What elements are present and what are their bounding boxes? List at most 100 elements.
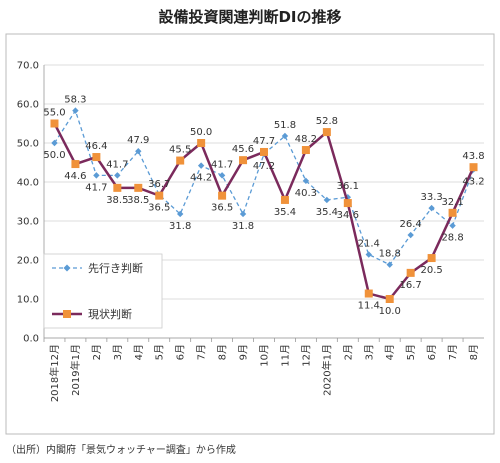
data-label-forecast: 58.3	[64, 95, 86, 106]
data-label-current: 43.8	[462, 151, 484, 162]
data-label-forecast: 18.8	[379, 249, 401, 260]
point-current	[427, 254, 436, 263]
point-current	[301, 146, 310, 155]
data-label-current: 44.6	[64, 171, 86, 182]
data-label-current: 38.5	[106, 195, 128, 206]
point-forecast	[386, 261, 393, 268]
point-forecast	[135, 147, 142, 155]
x-tick-label: 5月	[405, 344, 417, 360]
legend-marker-forecast	[63, 264, 71, 272]
point-current	[239, 156, 248, 165]
point-forecast	[239, 210, 247, 218]
data-label-current: 34.6	[337, 210, 359, 221]
point-current	[50, 119, 59, 128]
chart-frame	[5, 33, 495, 435]
legend: 先行き判断 現状判断	[43, 253, 163, 329]
chart-title: 設備投資関連判断DIの推移	[158, 8, 341, 26]
y-tick-label: 20.0	[17, 256, 39, 267]
point-forecast	[449, 222, 456, 229]
data-label-forecast: 31.8	[232, 221, 254, 232]
data-label-forecast: 26.4	[400, 219, 422, 230]
x-tick-label: 4月	[133, 344, 145, 360]
y-tick-label: 40.0	[17, 178, 39, 189]
x-tick-label: 5月	[154, 344, 166, 360]
data-label-forecast: 44.2	[190, 173, 212, 184]
point-current	[322, 128, 331, 137]
x-tick-label: 8月	[468, 344, 480, 360]
data-label-current: 47.7	[253, 136, 275, 147]
x-tick-label: 4月	[384, 344, 396, 360]
point-forecast	[218, 172, 226, 179]
data-label-current: 32.1	[441, 197, 463, 208]
data-label-forecast: 41.7	[106, 159, 128, 170]
data-label-current: 10.0	[379, 306, 401, 317]
point-current	[469, 163, 478, 172]
legend-marker-current	[63, 310, 71, 318]
x-tick-label: 2月	[342, 344, 354, 360]
point-current	[71, 160, 80, 169]
x-tick-label: 11月	[279, 344, 291, 367]
x-tick-label: 12月	[300, 344, 312, 367]
data-label-forecast: 50.0	[43, 150, 65, 161]
point-forecast	[51, 139, 58, 147]
point-current	[406, 268, 415, 277]
point-current	[92, 153, 101, 162]
data-label-forecast: 36.7	[148, 179, 170, 190]
data-label-forecast: 28.8	[441, 233, 463, 244]
point-current	[155, 191, 164, 200]
x-tick-label: 10月	[259, 344, 271, 367]
x-tick-label: 3月	[363, 344, 375, 360]
data-labels: 50.0 58.3 41.7 41.7 47.9 36.7 31.8 44.2 41.7 31.8…	[43, 95, 484, 317]
data-label-forecast: 33.3	[420, 192, 442, 203]
data-label-current: 55.0	[43, 108, 65, 119]
data-label-forecast: 47.2	[253, 161, 275, 172]
data-label-current: 45.6	[232, 144, 254, 155]
data-label-current: 35.4	[274, 207, 296, 218]
y-tick-label: 0.0	[23, 334, 39, 345]
data-label-forecast: 31.8	[169, 221, 191, 232]
data-label-forecast: 35.4	[316, 207, 338, 218]
point-forecast	[428, 204, 435, 212]
y-tick-label: 50.0	[17, 139, 39, 150]
point-current	[176, 156, 185, 165]
point-current	[280, 195, 289, 204]
data-label-current: 50.0	[190, 127, 212, 138]
data-label-current: 45.5	[169, 145, 191, 156]
x-tick-label: 7月	[196, 344, 208, 360]
point-forecast	[93, 172, 100, 179]
data-label-current: 48.2	[295, 134, 317, 145]
data-label-current: 46.4	[85, 141, 107, 152]
data-label-forecast: 41.7	[85, 182, 107, 193]
point-current	[385, 295, 394, 303]
point-forecast	[365, 251, 372, 258]
data-label-current: 36.5	[211, 203, 233, 214]
point-current	[218, 191, 227, 200]
point-current	[448, 208, 457, 217]
data-label-forecast: 21.4	[358, 239, 380, 250]
x-tick-label: 2019年1月	[69, 344, 82, 396]
y-tick-label: 10.0	[17, 295, 39, 306]
x-tick-label: 2018年12月	[48, 344, 61, 402]
data-label-forecast: 36.1	[337, 181, 359, 192]
x-tick-label: 6月	[426, 344, 438, 360]
data-label-forecast: 43.2	[462, 177, 484, 188]
x-tick-label: 3月	[112, 344, 124, 360]
point-current	[364, 289, 373, 298]
legend-label-current: 現状判断	[88, 307, 132, 321]
data-label-current: 36.5	[148, 203, 170, 214]
y-tick-label: 60.0	[17, 100, 39, 111]
point-current	[113, 183, 122, 192]
point-current	[197, 139, 206, 147]
x-tick-label: 8月	[217, 344, 229, 360]
data-label-current: 11.4	[358, 301, 380, 312]
point-current	[343, 199, 352, 208]
y-tick-label: 30.0	[17, 217, 39, 228]
point-forecast	[197, 162, 205, 169]
data-label-current: 16.7	[400, 280, 422, 291]
data-label-current: 52.8	[316, 116, 338, 127]
point-current	[134, 183, 143, 192]
y-tick-label: 70.0	[17, 61, 39, 72]
series-current	[50, 119, 478, 303]
point-forecast	[114, 172, 121, 179]
